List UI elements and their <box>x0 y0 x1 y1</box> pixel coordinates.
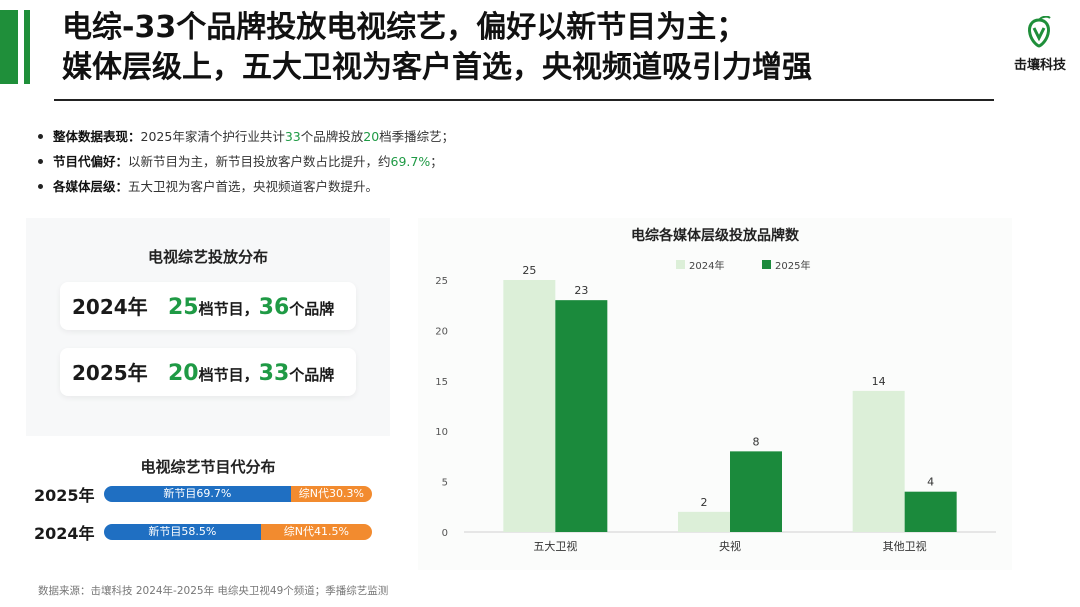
y-tick-label: 10 <box>435 427 448 438</box>
distribution-title: 电视综艺投放分布 <box>147 248 268 266</box>
brands-unit: 个品牌 <box>289 300 335 318</box>
distribution-card-2024: 2024年 25 档节目， 36 个品牌 <box>60 282 356 330</box>
bullet-dot <box>38 159 43 164</box>
generation-title: 电视综艺节目代分布 <box>140 458 276 476</box>
x-tick-label: 五大卫视 <box>533 539 577 553</box>
bar-1-1 <box>503 280 556 532</box>
bullet-highlight: 20 <box>363 129 380 144</box>
bullet-text: 档季播综艺； <box>379 129 455 144</box>
brand-logo-icon <box>1028 16 1051 48</box>
distribution-panel: 电视综艺投放分布 2024年 25 档节目， 36 个品牌 2025年 20 档… <box>26 218 390 436</box>
data-label: 8 <box>753 435 760 448</box>
bullet-text: 以新节目为主，新节目投放客户数占比提升，约 <box>128 154 391 169</box>
y-tick-label: 15 <box>435 377 448 388</box>
generation-year: 2024年 <box>34 524 95 543</box>
x-tick-label: 其他卫视 <box>883 539 927 553</box>
sequel-program-segment: 综N代30.3% <box>290 486 372 502</box>
data-label: 14 <box>872 375 886 388</box>
y-tick-label: 5 <box>442 478 448 489</box>
bullet-media-level: 各媒体层级： 五大卫视为客户首选，央视频道客户数提升。 <box>36 174 454 199</box>
legend-label-2: 2025年 <box>775 259 810 272</box>
programs-unit: 档节目， <box>198 366 259 384</box>
brand-logo: 击壤科技 <box>1004 16 1076 82</box>
data-label: 2 <box>701 496 708 509</box>
media-level-bar-chart: 电综各媒体层级投放品牌数 2024年 2025年 0 5 10 15 20 25 25 23 五大卫视… <box>435 227 996 553</box>
bullet-key: 整体数据表现： <box>53 129 141 144</box>
generation-bar: 新节目58.5% 综N代41.5% <box>104 524 372 540</box>
title-line-2: 媒体层级上，五大卫视为客户首选，央视频道吸引力增强 <box>62 50 812 85</box>
programs-count: 25 <box>168 295 199 320</box>
legend-label-1: 2024年 <box>689 259 724 272</box>
bullet-key: 各媒体层级： <box>53 179 129 194</box>
y-tick-label: 25 <box>435 276 448 287</box>
x-tick-label: 央视 <box>719 539 741 553</box>
generation-row-2024: 2024年 新节目58.5% 综N代41.5% <box>34 522 374 543</box>
chart-title: 电综各媒体层级投放品牌数 <box>631 227 800 244</box>
brands-count: 33 <box>258 361 290 386</box>
bullet-key: 节目代偏好： <box>53 154 129 169</box>
media-level-chart-panel: 电综各媒体层级投放品牌数 2024年 2025年 0 5 10 15 20 25 25 23 五大卫视… <box>418 218 1012 570</box>
bullet-text: 个品牌投放 <box>300 129 364 144</box>
distribution-year: 2024年 <box>72 295 148 319</box>
bar-2-2 <box>730 451 782 532</box>
legend-swatch-1 <box>676 260 685 269</box>
bar-2-3 <box>904 491 957 532</box>
generation-bar: 新节目69.7% 综N代30.3% <box>104 486 372 502</box>
bar-1-2 <box>678 511 730 532</box>
new-program-segment: 新节目69.7% <box>104 486 291 502</box>
generation-year: 2025年 <box>34 486 95 505</box>
distribution-year: 2025年 <box>72 361 148 385</box>
bar-2-1 <box>555 300 608 532</box>
data-source-footnote: 数据来源：击壤科技 2024年-2025年 电综央卫视49个频道；季播综艺监测 <box>38 585 389 597</box>
title-accent-bar-thin <box>24 10 30 84</box>
title-line-1: 电综-33个品牌投放电视综艺，偏好以新节目为主； <box>62 10 747 45</box>
data-label: 23 <box>574 284 588 297</box>
new-program-segment: 新节目58.5% <box>104 524 261 540</box>
data-label: 25 <box>522 264 536 277</box>
bullet-overall: 整体数据表现： 2025年家清个护行业共计 33 个品牌投放 20 档季播综艺； <box>36 124 454 149</box>
page-title: 电综-33个品牌投放电视综艺，偏好以新节目为主； 媒体层级上，五大卫视为客户首选… <box>62 8 812 88</box>
summary-bullets: 整体数据表现： 2025年家清个护行业共计 33 个品牌投放 20 档季播综艺；… <box>36 124 454 199</box>
y-tick-label: 20 <box>435 326 448 337</box>
generation-row-2025: 2025年 新节目69.7% 综N代30.3% <box>34 484 374 505</box>
sequel-program-segment: 综N代41.5% <box>260 524 372 540</box>
bullet-text: 五大卫视为客户首选，央视频道客户数提升。 <box>128 179 379 194</box>
bullet-text: 2025年家清个护行业共计 <box>140 129 285 144</box>
bullet-dot <box>38 184 43 189</box>
brand-logo-text: 击壤科技 <box>1013 58 1066 73</box>
brands-count: 36 <box>258 295 290 320</box>
distribution-card-2025: 2025年 20 档节目， 33 个品牌 <box>60 348 356 396</box>
legend-swatch-2 <box>762 260 771 269</box>
y-tick-label: 0 <box>442 528 448 539</box>
bar-1-3 <box>852 390 905 532</box>
programs-count: 20 <box>168 361 199 386</box>
programs-unit: 档节目， <box>198 300 259 318</box>
title-divider <box>54 99 994 101</box>
title-accent-bar <box>0 10 18 84</box>
brands-unit: 个品牌 <box>289 366 335 384</box>
bullet-text: ； <box>430 154 443 169</box>
data-label: 4 <box>927 476 934 489</box>
bullet-highlight: 69.7% <box>390 154 431 169</box>
bullet-dot <box>38 134 43 139</box>
bullet-generation: 节目代偏好： 以新节目为主，新节目投放客户数占比提升，约 69.7% ； <box>36 149 454 174</box>
bullet-highlight: 33 <box>284 129 301 144</box>
